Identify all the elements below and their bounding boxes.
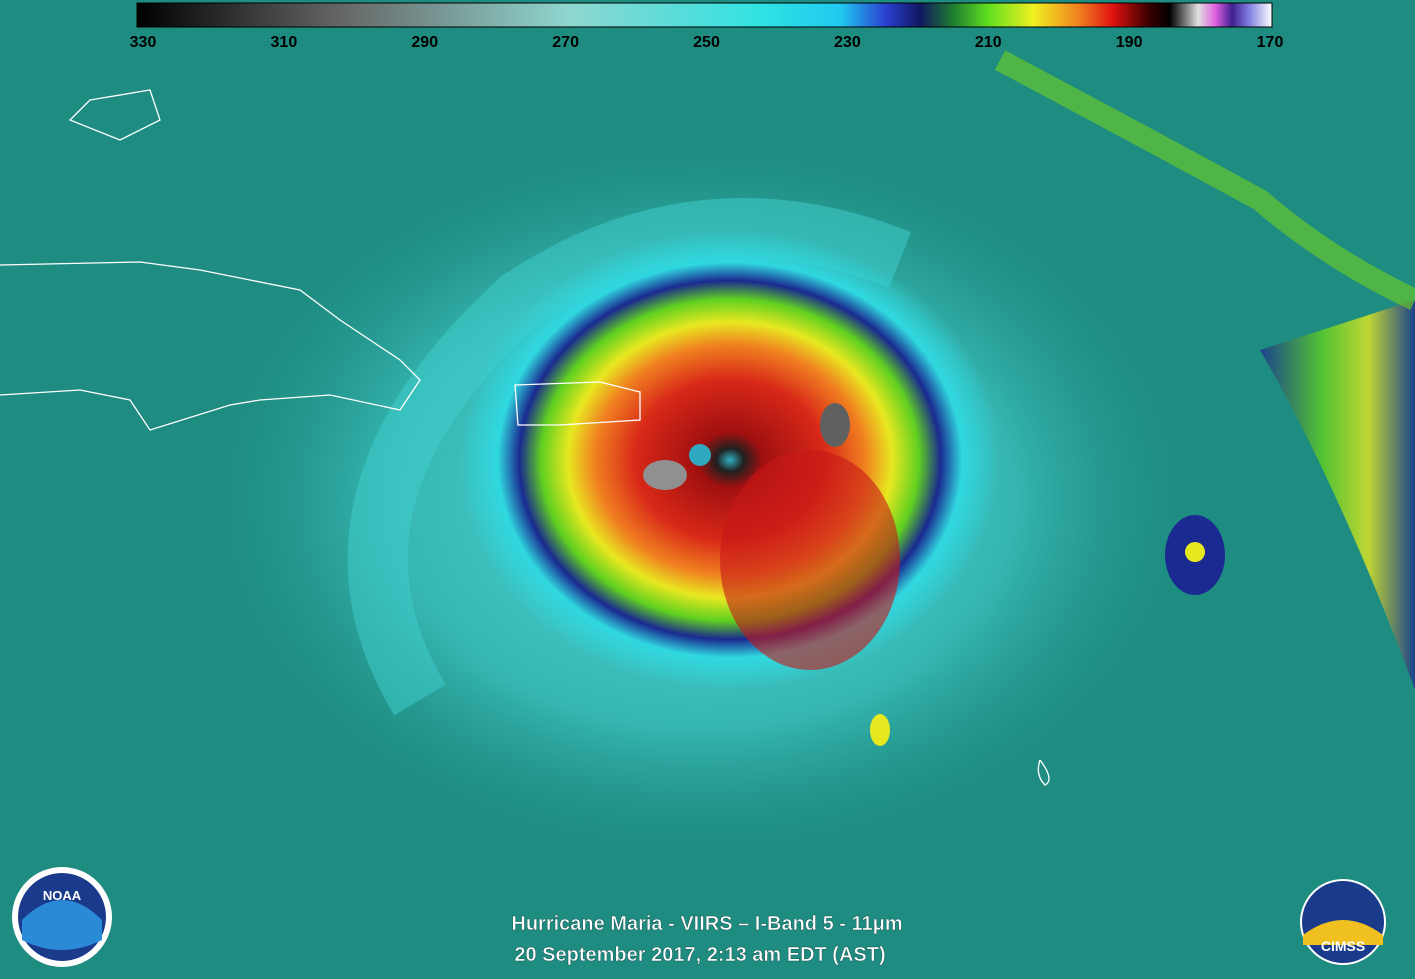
- hurricane-core: [460, 230, 1000, 690]
- caption-date: 20 September 2017, 2:13 am EDT (AST): [514, 944, 885, 966]
- noaa-text: NOAA: [43, 888, 82, 903]
- colorbar-tick-label: 210: [975, 34, 1002, 51]
- coastline: [1037, 759, 1050, 786]
- cimss-band: [1303, 920, 1383, 945]
- colorbar-tick-label: 310: [271, 34, 298, 51]
- colorbar-tick-label: 250: [693, 34, 720, 51]
- coastline: [514, 381, 641, 426]
- caption-title: Hurricane Maria - VIIRS – I-Band 5 - 11μ…: [511, 913, 902, 935]
- cimss-logo: CIMSS: [1300, 879, 1386, 965]
- coastline: [68, 89, 161, 141]
- rain-band: [347, 198, 912, 716]
- colorbar: [136, 2, 1273, 28]
- colorbar-tick-label: 330: [130, 34, 157, 51]
- colorbar-tick-label: 170: [1257, 34, 1284, 51]
- cold-top: [643, 460, 687, 490]
- colorbar-tick-label: 230: [834, 34, 861, 51]
- hurricane-eye: [689, 444, 711, 466]
- cloud-band: [994, 50, 1415, 310]
- cold-top: [820, 403, 850, 447]
- colorbar-tick-label: 190: [1116, 34, 1143, 51]
- cloud-cell: [1185, 542, 1205, 562]
- colorbar-tick-label: 270: [552, 34, 579, 51]
- cloud-band: [1260, 300, 1415, 690]
- cimss-text: CIMSS: [1321, 938, 1365, 954]
- noaa-wave: [22, 900, 102, 950]
- colorbar-tick-label: 290: [411, 34, 438, 51]
- coastline: [0, 261, 421, 431]
- cloud-cell: [870, 714, 890, 746]
- hurricane-tail: [720, 450, 900, 670]
- noaa-logo: NOAA: [12, 867, 112, 967]
